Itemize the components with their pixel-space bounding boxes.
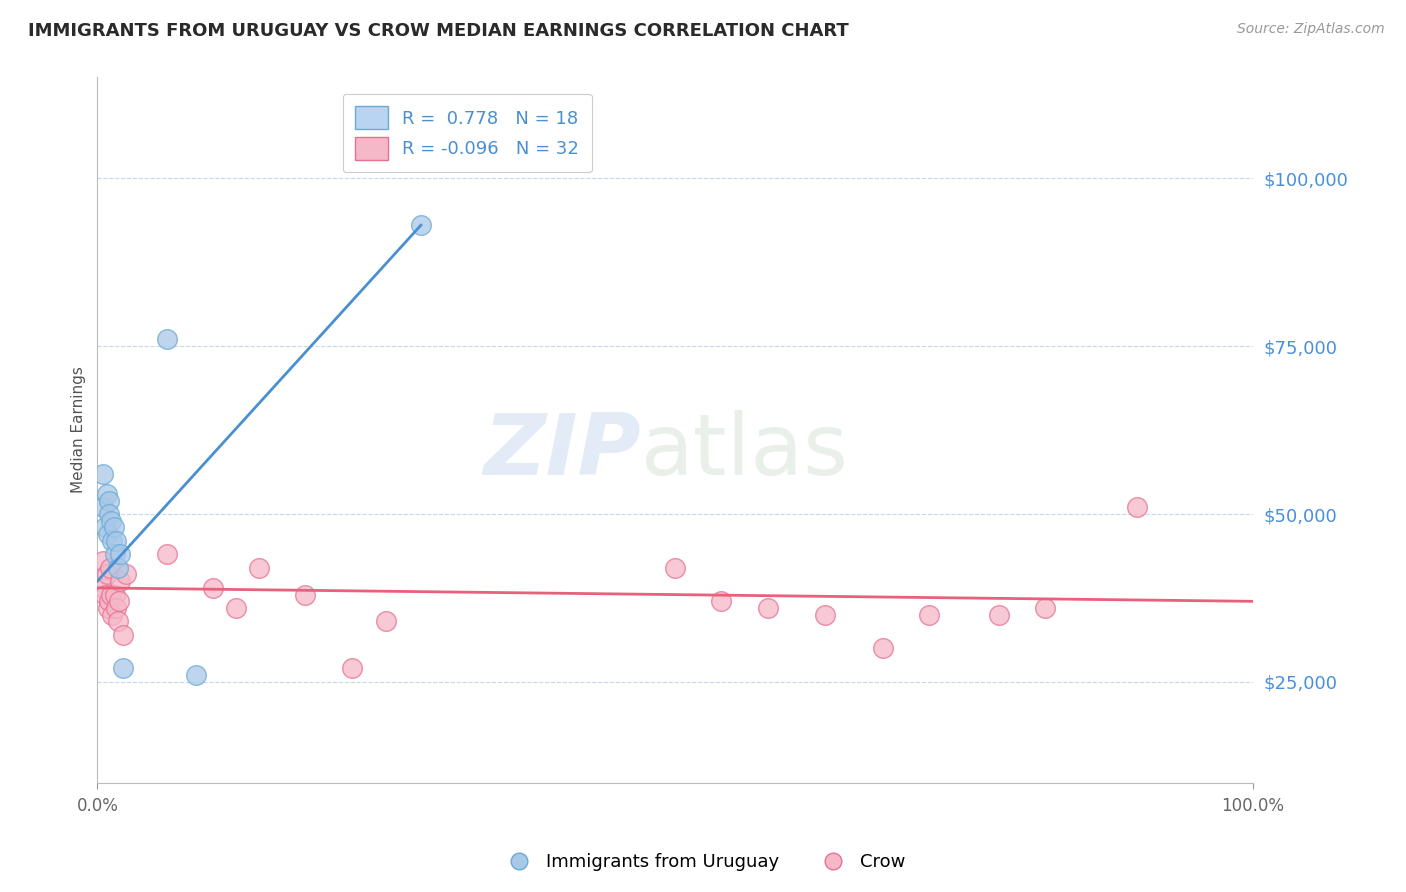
Point	[409, 218, 432, 232]
Point	[110, 574, 132, 589]
Legend: R =  0.778   N = 18, R = -0.096   N = 32: R = 0.778 N = 18, R = -0.096 N = 32	[343, 94, 592, 172]
Point	[710, 594, 733, 608]
Point	[156, 547, 179, 561]
Text: atlas: atlas	[640, 409, 848, 492]
Point	[91, 500, 114, 515]
Point	[100, 588, 122, 602]
Point	[93, 581, 115, 595]
Point	[96, 567, 118, 582]
Point	[97, 601, 120, 615]
Point	[111, 661, 134, 675]
Point	[107, 615, 129, 629]
Point	[156, 332, 179, 346]
Point	[104, 588, 127, 602]
Point	[872, 641, 894, 656]
Point	[1033, 601, 1056, 615]
Point	[96, 487, 118, 501]
Point	[101, 607, 124, 622]
Point	[201, 581, 224, 595]
Point	[664, 560, 686, 574]
Point	[97, 527, 120, 541]
Point	[94, 588, 117, 602]
Point	[987, 607, 1010, 622]
Point	[97, 493, 120, 508]
Point	[814, 607, 837, 622]
Point	[918, 607, 941, 622]
Text: ZIP: ZIP	[482, 409, 640, 492]
Point	[375, 615, 398, 629]
Point	[340, 661, 363, 675]
Point	[98, 560, 121, 574]
Text: Source: ZipAtlas.com: Source: ZipAtlas.com	[1237, 22, 1385, 37]
Point	[94, 520, 117, 534]
Point	[294, 588, 316, 602]
Point	[225, 601, 247, 615]
Text: IMMIGRANTS FROM URUGUAY VS CROW MEDIAN EARNINGS CORRELATION CHART: IMMIGRANTS FROM URUGUAY VS CROW MEDIAN E…	[28, 22, 849, 40]
Point	[91, 467, 114, 481]
Point	[97, 594, 120, 608]
Point	[107, 560, 129, 574]
Point	[111, 628, 134, 642]
Point	[101, 533, 124, 548]
Point	[91, 554, 114, 568]
Point	[247, 560, 270, 574]
Legend: Immigrants from Uruguay, Crow: Immigrants from Uruguay, Crow	[494, 847, 912, 879]
Point	[103, 520, 125, 534]
Point	[110, 547, 132, 561]
Point	[1126, 500, 1149, 515]
Point	[184, 668, 207, 682]
Y-axis label: Median Earnings: Median Earnings	[72, 367, 86, 493]
Point	[104, 533, 127, 548]
Point	[104, 601, 127, 615]
Point	[104, 547, 127, 561]
Point	[100, 514, 122, 528]
Point	[756, 601, 779, 615]
Point	[108, 594, 131, 608]
Point	[97, 507, 120, 521]
Point	[115, 567, 138, 582]
